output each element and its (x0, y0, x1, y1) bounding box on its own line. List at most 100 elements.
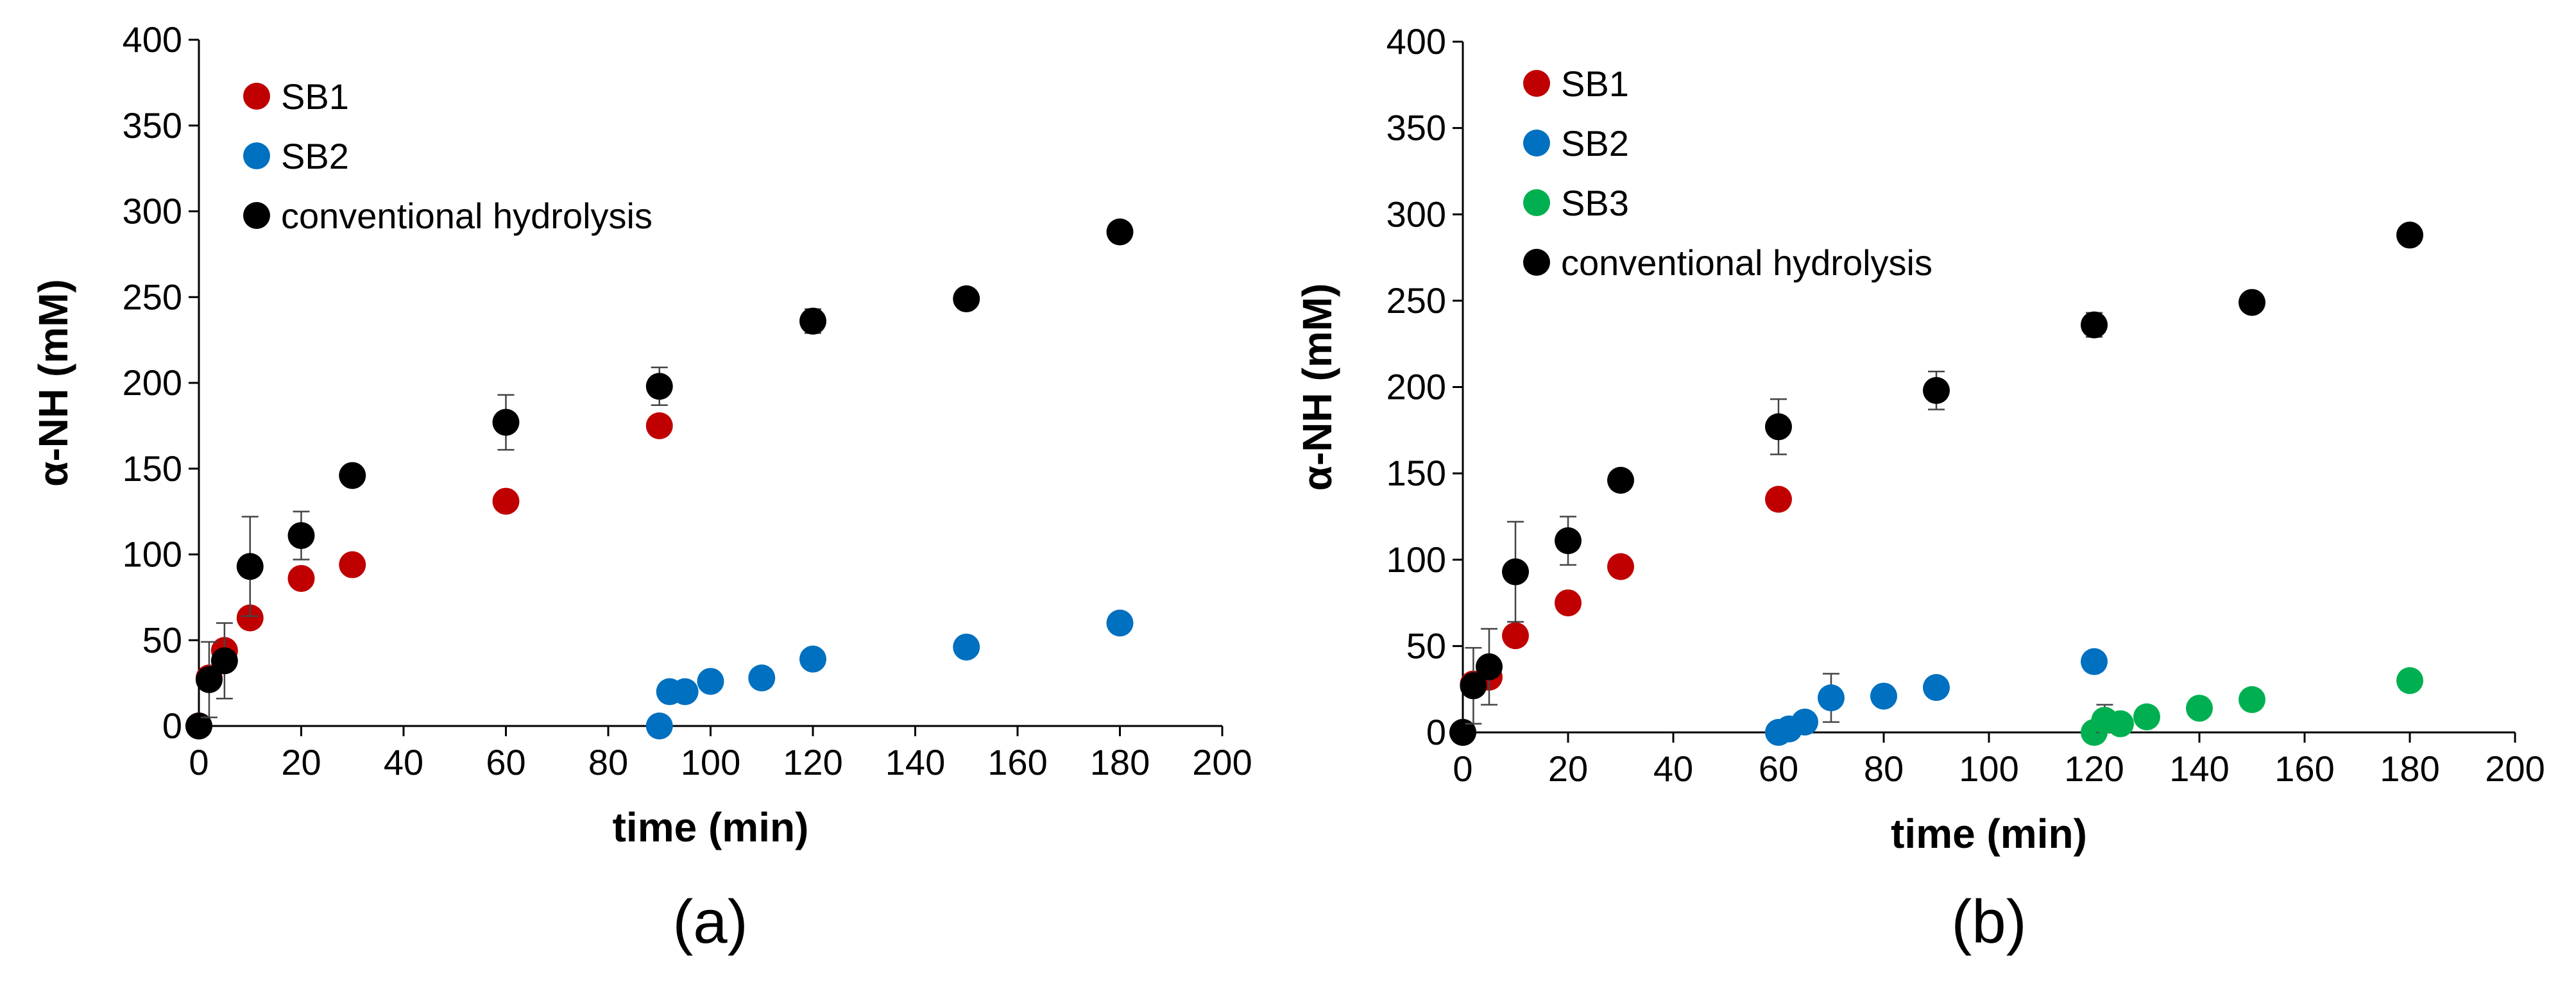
panel-b-y-axis (1453, 40, 1464, 734)
data-point-conventional-hydrolysis (1460, 672, 1487, 700)
data-point-sb3 (2186, 695, 2213, 722)
data-point-conventional-hydrolysis (339, 462, 366, 489)
legend-entry-sb2: SB2 (243, 136, 349, 176)
panel-b-y-ticks: 0 50 100 150 200 250 300 350 400 (1386, 21, 1446, 752)
data-point-conventional-hydrolysis (195, 666, 223, 693)
panel-b-y-tick: 100 (1386, 539, 1446, 580)
legend-marker-conventional (1523, 249, 1550, 276)
legend-label-conventional: conventional hydrolysis (281, 196, 653, 236)
data-point-sb2 (1870, 682, 1897, 710)
data-point-conventional-hydrolysis (1476, 653, 1503, 680)
panel-a-x-tick: 60 (486, 742, 525, 782)
panel-b-caption: (b) (1951, 888, 2026, 956)
data-point-conventional-hydrolysis (953, 285, 980, 312)
panel-a-y-tick: 350 (123, 105, 182, 146)
panel-a-y-tick: 50 (142, 620, 182, 660)
data-point-conventional-hydrolysis (287, 522, 315, 550)
panel-a-x-tick: 100 (681, 742, 740, 782)
panel-b-x-tick: 100 (1959, 748, 2018, 789)
panel-a-x-tick: 40 (384, 742, 423, 782)
data-point-sb1 (1765, 485, 1792, 513)
legend-entry-conventional: conventional hydrolysis (243, 196, 653, 236)
data-point-sb2 (645, 713, 673, 739)
series-conventional-hydrolysis (1449, 221, 2423, 746)
legend-marker-sb3 (1523, 189, 1550, 216)
panel-b-y-tick: 200 (1386, 367, 1446, 407)
data-point-sb2 (1818, 684, 1845, 712)
data-point-sb2 (697, 668, 724, 695)
panel-a-y-tick: 400 (123, 19, 182, 60)
panel-b-legend: SB1 SB2 SB3 conventional hydrolysis (1523, 63, 1932, 283)
data-point-sb1 (1502, 622, 1529, 650)
chart-panel-a: 0 50 100 150 200 250 300 350 400 0 20 40… (30, 19, 1252, 956)
legend-label-conventional: conventional hydrolysis (1561, 242, 1932, 283)
data-point-sb2 (799, 645, 826, 673)
panel-a-y-tick: 150 (123, 448, 182, 489)
panel-a-caption: (a) (672, 888, 747, 956)
panel-a-x-tick: 140 (885, 742, 945, 782)
panel-b-y-tick: 250 (1386, 280, 1446, 321)
panel-b-x-axis-label: time (min) (1891, 811, 2087, 857)
panel-b-x-tick: 180 (2380, 748, 2439, 789)
panel-b-x-tick: 160 (2274, 748, 2334, 789)
data-point-sb3 (2396, 667, 2423, 695)
data-point-conventional-hydrolysis (1765, 413, 1792, 441)
legend-label-sb1: SB1 (281, 76, 349, 117)
legend-entry-sb1: SB1 (243, 76, 349, 117)
data-point-conventional-hydrolysis (1555, 527, 1582, 555)
data-point-conventional-hydrolysis (210, 647, 238, 675)
legend-label-sb2: SB2 (281, 136, 349, 176)
panel-a-x-tick: 180 (1090, 742, 1150, 782)
data-point-sb2 (1791, 708, 1818, 736)
panel-a-x-axis-label: time (min) (613, 804, 809, 850)
panel-a-y-axis-label: α-NH (mM) (30, 279, 76, 487)
panel-a-x-ticks: 0 20 40 60 80 100 120 140 160 180 200 (189, 742, 1252, 782)
legend-marker-conventional (243, 202, 270, 229)
legend-entry-sb2: SB2 (1523, 123, 1629, 164)
legend-label-sb3: SB3 (1561, 183, 1629, 223)
panel-b-x-tick: 140 (2169, 748, 2229, 789)
panel-a-y-tick: 100 (123, 534, 182, 575)
data-point-conventional-hydrolysis (799, 307, 826, 335)
panel-b-x-tick: 0 (1453, 748, 1472, 789)
legend-label-sb1: SB1 (1561, 63, 1629, 104)
legend-marker-sb2 (1523, 130, 1550, 156)
data-point-conventional-hydrolysis (1502, 558, 1529, 586)
legend-marker-sb1 (1523, 70, 1550, 97)
panel-b-x-tick: 200 (2485, 748, 2545, 789)
series-conventional-hydrolysis (185, 218, 1134, 739)
data-point-conventional-hydrolysis (2239, 289, 2265, 316)
data-point-conventional-hydrolysis (236, 553, 264, 580)
panel-b-y-tick: 150 (1386, 453, 1446, 493)
panel-b-x-tick: 120 (2064, 748, 2124, 789)
series-sb1 (1449, 485, 1792, 746)
panel-a-y-tick: 250 (123, 276, 182, 317)
data-point-sb1 (1607, 553, 1634, 580)
legend-entry-conventional: conventional hydrolysis (1523, 242, 1932, 283)
data-point-sb2 (671, 678, 699, 705)
data-point-sb1 (1555, 589, 1582, 617)
series-sb3 (2081, 667, 2423, 746)
legend-entry-sb3: SB3 (1523, 183, 1629, 223)
panel-b-points (1449, 221, 2423, 746)
legend-entry-sb1: SB1 (1523, 63, 1629, 104)
panel-a-y-tick: 200 (123, 362, 182, 403)
data-point-sb2 (1106, 609, 1134, 637)
panel-a-x-axis (198, 725, 1224, 736)
panel-b-x-ticks: 0 20 40 60 80 100 120 140 160 180 200 (1453, 748, 2545, 789)
panel-a-y-tick: 0 (162, 705, 182, 746)
data-point-conventional-hydrolysis (1607, 466, 1634, 494)
panel-b-x-tick: 40 (1653, 748, 1693, 789)
panel-a-x-tick: 160 (987, 742, 1047, 782)
chart-panel-b: 0 50 100 150 200 250 300 350 400 0 20 40… (1294, 21, 2545, 956)
data-point-conventional-hydrolysis (1923, 376, 1950, 404)
data-point-sb1 (645, 412, 673, 439)
panel-a-x-tick: 80 (588, 742, 628, 782)
series-sb2 (645, 609, 1134, 739)
data-point-conventional-hydrolysis (1106, 218, 1134, 246)
data-point-conventional-hydrolysis (2081, 311, 2108, 339)
data-point-sb2 (748, 664, 776, 692)
panel-a-x-tick: 120 (783, 742, 842, 782)
data-point-sb3 (2239, 686, 2265, 713)
panel-b-y-tick: 300 (1386, 194, 1446, 234)
